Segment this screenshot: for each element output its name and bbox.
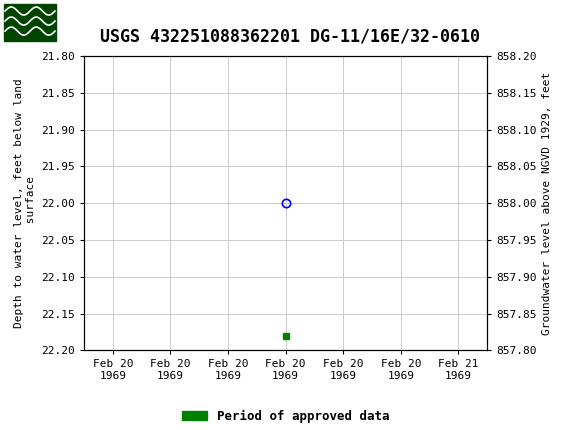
Text: USGS 432251088362201 DG-11/16E/32-0610: USGS 432251088362201 DG-11/16E/32-0610 bbox=[100, 27, 480, 45]
Legend: Period of approved data: Period of approved data bbox=[177, 405, 394, 428]
Y-axis label: Groundwater level above NGVD 1929, feet: Groundwater level above NGVD 1929, feet bbox=[542, 71, 552, 335]
Bar bbox=[4, 4, 56, 41]
Y-axis label: Depth to water level, feet below land
 surface: Depth to water level, feet below land su… bbox=[14, 78, 36, 328]
Text: USGS: USGS bbox=[60, 11, 137, 35]
